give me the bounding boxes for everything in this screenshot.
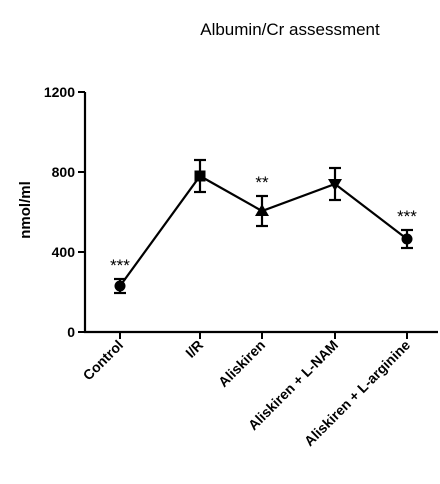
data-point-marker: [114, 280, 126, 292]
series: [114, 158, 413, 295]
chart-title: Albumin/Cr assessment: [200, 20, 380, 39]
x-tick-label: Control: [80, 337, 127, 384]
significance-label: **: [255, 173, 269, 192]
data-point-marker: [401, 233, 413, 245]
significance-label: ***: [110, 256, 130, 275]
y-tick-label: 800: [52, 164, 76, 180]
x-tick-label: I/R: [182, 337, 206, 361]
significance-annotations: ********: [110, 173, 417, 275]
y-ticks: 0 400 800 1200: [44, 84, 85, 340]
data-point-marker: [328, 179, 342, 191]
y-axis-label: nmol/ml: [17, 181, 34, 239]
y-tick-label: 1200: [44, 84, 75, 100]
significance-label: ***: [397, 207, 417, 226]
data-point-marker: [255, 204, 269, 216]
x-tick-label: Aliskiren: [215, 337, 268, 390]
series-line: [119, 174, 408, 287]
y-tick-label: 0: [67, 324, 75, 340]
y-tick-label: 400: [52, 244, 76, 260]
data-point-marker: [194, 170, 206, 182]
